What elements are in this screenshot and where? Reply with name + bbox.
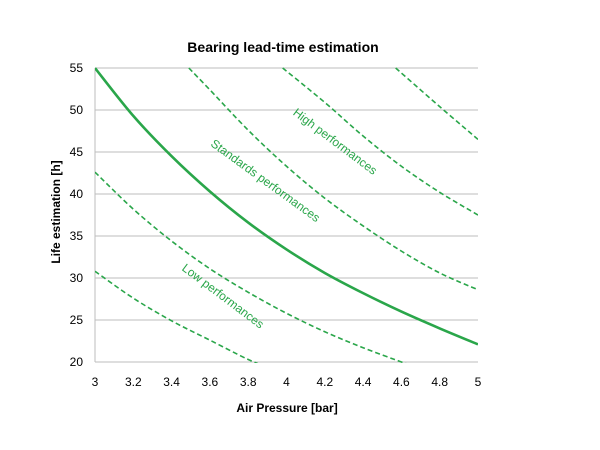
annotation-label: High performances: [290, 105, 379, 177]
x-tick-label: 4.6: [393, 375, 410, 389]
x-axis: 3 3.2 3.4 3.6 3.8 4 4.2 4.4 4.6 4.8 5: [92, 375, 482, 389]
x-axis-label: Air Pressure [bar]: [236, 401, 337, 415]
annotation-label: Standards performances: [208, 136, 323, 225]
y-tick-label: 30: [70, 271, 84, 285]
grid: [94, 67, 478, 363]
y-axis: 20 25 30 35 40 45 50 55: [70, 61, 84, 369]
series-group: [95, 67, 478, 363]
y-tick-label: 25: [70, 313, 84, 327]
dashed-series-line: [188, 67, 478, 291]
y-tick-label: 35: [70, 229, 84, 243]
dashed-series-line: [282, 67, 478, 216]
x-tick-label: 4.2: [316, 375, 333, 389]
solid-series-line: [95, 67, 478, 346]
x-tick-label: 3.4: [163, 375, 180, 389]
x-tick-label: 4: [283, 375, 290, 389]
x-tick-label: 4.4: [355, 375, 372, 389]
y-tick-label: 40: [70, 187, 84, 201]
x-tick-label: 3: [92, 375, 99, 389]
x-tick-label: 5: [475, 375, 482, 389]
y-axis-label: Life estimation [h]: [49, 160, 63, 263]
y-tick-label: 45: [70, 145, 84, 159]
x-tick-label: 4.8: [431, 375, 448, 389]
y-tick-label: 55: [70, 61, 84, 75]
x-tick-label: 3.6: [202, 375, 219, 389]
x-tick-label: 3.8: [240, 375, 257, 389]
chart-title: Bearing lead-time estimation: [187, 39, 378, 55]
y-tick-label: 20: [70, 355, 84, 369]
x-tick-label: 3.2: [125, 375, 142, 389]
dashed-series-line: [95, 270, 259, 363]
y-tick-label: 50: [70, 103, 84, 117]
dashed-series-line: [395, 67, 478, 141]
dashed-series-line: [95, 171, 407, 363]
